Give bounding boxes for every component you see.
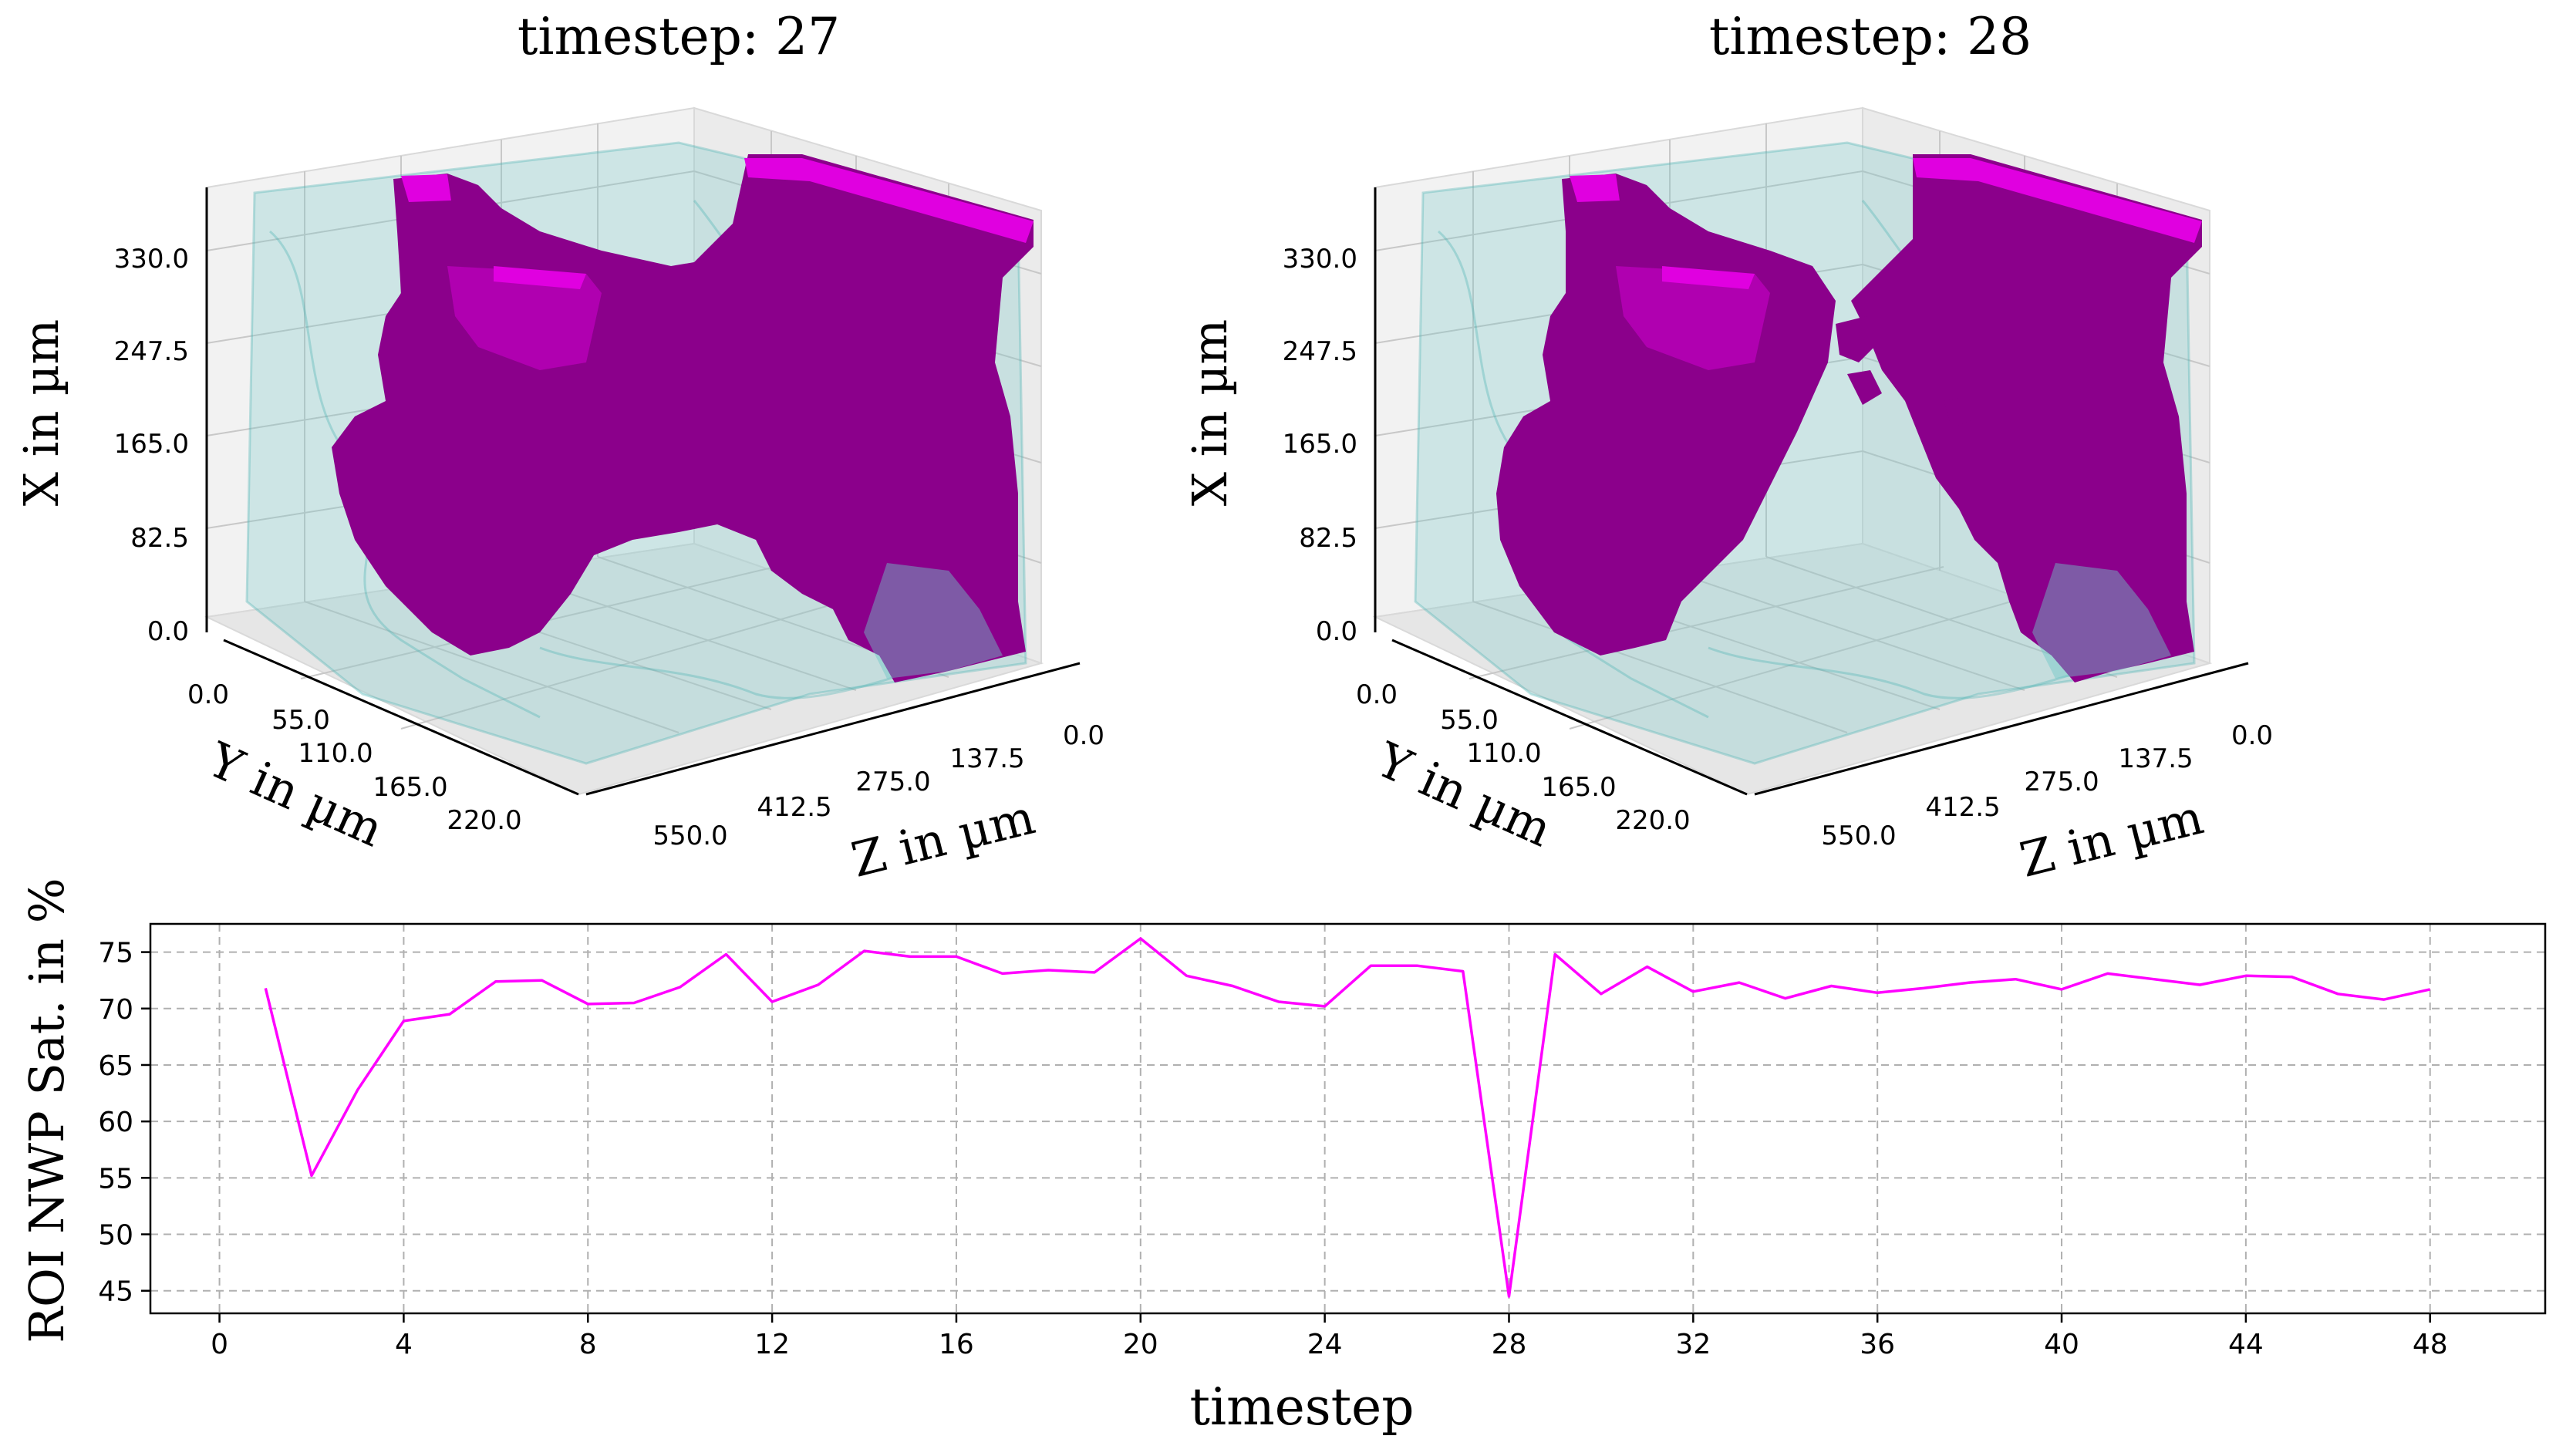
x-axis-label: X in µm xyxy=(1182,319,1238,506)
z-tick: 0.0 xyxy=(2231,720,2273,751)
z-tick: 0.0 xyxy=(1063,720,1104,751)
x-tick: 165.0 xyxy=(1283,429,1357,460)
z-tick: 412.5 xyxy=(1925,792,2000,823)
chart-xlabel: timestep xyxy=(1190,1377,1415,1437)
x-tick-label: 24 xyxy=(1307,1329,1343,1360)
z-tick: 550.0 xyxy=(1821,821,1896,851)
nwp-volume xyxy=(1496,154,2202,682)
plot-frame xyxy=(149,922,2547,1315)
y-axis-ticks: 0.0 55.0 110.0 165.0 220.0 xyxy=(187,679,522,836)
x-tick-label: 36 xyxy=(1860,1329,1895,1360)
y-tick: 110.0 xyxy=(1466,738,1541,769)
chart-series xyxy=(264,937,2431,1298)
x-tick: 0.0 xyxy=(1316,616,1357,647)
y-axis-ticks: 0.0 55.0 110.0 165.0 220.0 xyxy=(1356,679,1691,836)
z-axis-label: Z in µm xyxy=(2015,789,2209,888)
y-tick: 165.0 xyxy=(1541,772,1616,803)
x-tick-label: 8 xyxy=(579,1329,597,1360)
y-tick-label: 50 xyxy=(98,1220,133,1252)
x-tick-label: 0 xyxy=(211,1329,228,1360)
x-axis-label: X in µm xyxy=(13,319,69,506)
x-tick-label: 28 xyxy=(1492,1329,1527,1360)
x-tick: 247.5 xyxy=(1283,336,1357,367)
x-tick: 330.0 xyxy=(1283,244,1357,275)
y-tick: 0.0 xyxy=(187,679,229,710)
x-tick-label: 44 xyxy=(2228,1329,2264,1360)
axis-lines xyxy=(1374,187,2249,796)
x-tick-label: 20 xyxy=(1123,1329,1158,1360)
nwp-volume xyxy=(332,154,1034,682)
y-tick: 220.0 xyxy=(1615,805,1690,836)
z-axis-ticks: 0.0 137.5 275.0 412.5 550.0 xyxy=(652,720,1104,851)
y-tick-label: 60 xyxy=(98,1107,133,1138)
x-tick-label: 4 xyxy=(395,1329,413,1360)
x-tick-label: 40 xyxy=(2044,1329,2079,1360)
panel-title: timestep: 28 xyxy=(1709,7,2032,66)
z-axis-ticks: 0.0 137.5 275.0 412.5 550.0 xyxy=(1821,720,2273,851)
x-tick-label: 16 xyxy=(939,1329,974,1360)
y-tick: 110.0 xyxy=(298,738,373,769)
y-tick-label: 45 xyxy=(98,1276,133,1308)
y-tick: 55.0 xyxy=(1440,705,1499,736)
x-axis-ticks: 330.0 247.5 165.0 82.5 0.0 xyxy=(1283,244,1357,647)
y-tick: 55.0 xyxy=(271,705,330,736)
z-tick: 137.5 xyxy=(949,743,1024,774)
x-tick-label: 12 xyxy=(754,1329,790,1360)
panel-3d-right: timestep: 28 xyxy=(1182,7,2273,888)
x-tick: 165.0 xyxy=(114,429,189,460)
chart-grid xyxy=(150,924,2545,1313)
chart-ylabel: ROI NWP Sat. in % xyxy=(19,878,75,1343)
z-tick: 275.0 xyxy=(2024,767,2099,797)
x-tick-label: 32 xyxy=(1675,1329,1711,1360)
z-axis-label: Z in µm xyxy=(846,789,1040,888)
x-tick-label: 48 xyxy=(2413,1329,2448,1360)
z-tick: 137.5 xyxy=(2118,743,2193,774)
axis-lines xyxy=(205,187,1081,796)
x-tick: 0.0 xyxy=(147,616,189,647)
z-tick: 275.0 xyxy=(855,767,930,797)
y-tick-label: 65 xyxy=(98,1050,133,1082)
x-tick: 82.5 xyxy=(1299,523,1357,554)
x-tick: 330.0 xyxy=(114,244,189,275)
x-tick: 82.5 xyxy=(130,523,189,554)
y-tick: 0.0 xyxy=(1356,679,1398,710)
panel-title: timestep: 27 xyxy=(518,7,840,66)
y-tick: 220.0 xyxy=(447,805,521,836)
y-tick-label: 70 xyxy=(98,994,133,1026)
series-line xyxy=(264,937,2431,1298)
x-axis-ticks: 330.0 247.5 165.0 82.5 0.0 xyxy=(114,244,189,647)
panel-3d-left: timestep: 27 xyxy=(13,7,1104,888)
y-tick-label: 55 xyxy=(98,1163,133,1195)
z-tick: 550.0 xyxy=(652,821,727,851)
z-tick: 412.5 xyxy=(757,792,831,823)
x-tick: 247.5 xyxy=(114,336,189,367)
y-tick-label: 75 xyxy=(98,938,133,969)
y-tick: 165.0 xyxy=(373,772,447,803)
